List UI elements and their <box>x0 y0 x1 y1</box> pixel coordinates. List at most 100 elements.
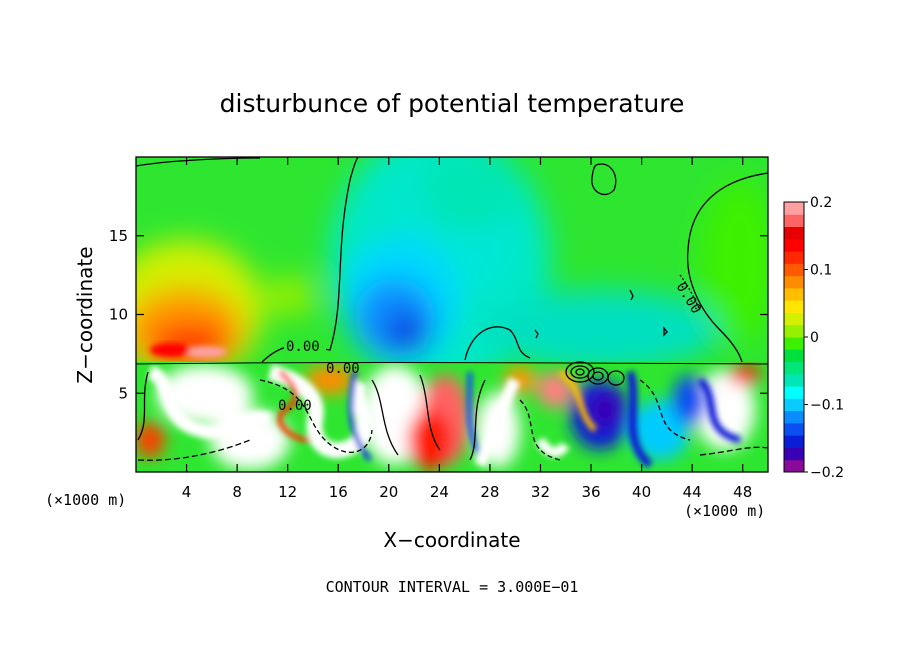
contour-layer-boundary <box>136 362 768 365</box>
y-axis-label: Z−coordinate <box>73 246 97 383</box>
contour-vortex-6 <box>607 370 625 386</box>
contour-interval-text: CONTOUR INTERVAL = 3.000E−01 <box>326 578 579 596</box>
colorbar-band <box>784 251 804 264</box>
colorbar-band <box>784 226 804 240</box>
colorbar-ticks: 0.2 0.1 0 −0.1 −0.2 <box>804 195 844 481</box>
colorbar-band <box>784 287 804 301</box>
y-tick-label: 15 <box>109 227 128 245</box>
colorbar-tick-label: 0.1 <box>810 263 832 279</box>
contour-dashed-right <box>679 274 701 311</box>
greenish-right <box>700 180 768 340</box>
lower-white-swirl-1 <box>267 364 373 459</box>
lower-orange-swirl <box>558 369 598 433</box>
colorbar-tick-label: 0 <box>810 330 819 346</box>
colorbar-band <box>784 459 804 473</box>
colorbar-band <box>784 214 804 228</box>
field-blurred-upper <box>136 157 768 364</box>
lower-red-far <box>729 365 761 385</box>
x-axis-label: X−coordinate <box>383 528 520 552</box>
lower-purple <box>590 392 620 428</box>
contour-lower-4 <box>419 374 441 451</box>
y-tick-label: 5 <box>118 384 128 402</box>
field-sharp-lower <box>146 364 742 469</box>
heatmap-upper-layer <box>136 157 768 364</box>
heatmap-lower-layer <box>136 362 768 472</box>
colorbar-band <box>784 447 804 461</box>
lower-blue-band-right <box>626 370 653 469</box>
colorbar-band <box>784 202 804 215</box>
contour-lower-8 <box>137 439 251 461</box>
contour-lower-2 <box>259 379 373 453</box>
red-left-core <box>150 343 190 357</box>
colorbar-tick-label: −0.1 <box>810 398 844 414</box>
contour-labels: 0.00 0.00 0.00 0.00 <box>278 280 704 414</box>
contour-vortex-1 <box>565 361 595 383</box>
x-tick-label: 40 <box>632 483 651 501</box>
contour-lower-5 <box>469 379 486 461</box>
x-tick-label: 4 <box>182 483 192 501</box>
lower-blue-band-r2 <box>697 377 742 444</box>
contour-lower-1 <box>137 371 149 441</box>
colorbar: 0.2 0.1 0 −0.1 −0.2 <box>783 195 844 481</box>
contour-label-1: 0.00 <box>286 339 320 355</box>
contour-lower-6 <box>519 399 561 461</box>
colorbar-band <box>784 275 804 289</box>
lower-cyan-r <box>630 400 690 460</box>
x-tick-label: 28 <box>480 483 499 501</box>
y-tick-label: 10 <box>109 306 128 324</box>
colorbar-band <box>784 337 804 350</box>
lower-blue-far <box>672 375 708 425</box>
colorbar-band <box>784 324 804 338</box>
upper-blue-top <box>420 157 520 230</box>
x-tick-label: 44 <box>683 483 702 501</box>
colorbar-band <box>784 386 804 399</box>
lower-red-mid <box>408 410 452 470</box>
x-tick-label: 48 <box>733 483 752 501</box>
colorbar-band <box>784 422 804 436</box>
contour-small-1 <box>629 289 634 301</box>
contour-label-2: 0.00 <box>326 361 360 377</box>
colorbar-band <box>784 300 804 313</box>
colorbar-band <box>784 238 804 252</box>
contour-label-bg-1 <box>284 338 326 354</box>
colorbar-band <box>784 361 804 375</box>
colorbar-band <box>784 435 804 448</box>
x-tick-label: 24 <box>430 483 449 501</box>
contour-zero-left <box>136 157 261 167</box>
contour-vortex-5 <box>592 371 604 381</box>
x-tick-label: 12 <box>278 483 297 501</box>
lower-white-diag <box>474 377 521 468</box>
pink-left-core <box>183 346 227 358</box>
lower-red-swirl <box>277 370 311 443</box>
colorbar-band <box>784 312 804 326</box>
contour-lower-7 <box>639 379 691 441</box>
lower-blue-swirl <box>348 371 372 462</box>
cyan-region <box>480 290 720 364</box>
contour-lines <box>136 157 768 461</box>
contour-loop-top <box>591 163 617 195</box>
lower-white-swirl-3 <box>535 437 570 457</box>
lower-red-left <box>136 422 165 458</box>
colorbar-band <box>784 373 804 387</box>
colorbar-band <box>784 349 804 363</box>
cold-core-inner <box>386 312 430 356</box>
x-unit-label: (×1000 m) <box>684 502 765 520</box>
colorbar-tick-label: 0.2 <box>810 195 832 211</box>
lower-white-swirl-2 <box>146 365 273 439</box>
x-tick-label: 16 <box>329 483 348 501</box>
contour-mid-blob <box>464 326 531 361</box>
x-ticks: 4 8 12 16 20 24 28 32 36 40 44 48 <box>182 157 752 501</box>
field-sharp-upper <box>150 343 227 358</box>
x-tick-label: 8 <box>232 483 242 501</box>
y-ticks: 5 10 15 <box>109 227 768 402</box>
contour-small-3 <box>534 329 539 339</box>
heatmap-field <box>136 157 768 472</box>
colorbar-bands <box>784 202 804 473</box>
x-tick-label: 20 <box>379 483 398 501</box>
lower-pink-c <box>537 372 573 408</box>
lower-blue-swirl-2 <box>466 371 483 457</box>
colorbar-band <box>784 263 804 277</box>
x-tick-label: 32 <box>531 483 550 501</box>
z-unit-label: (×1000 m) <box>45 491 126 509</box>
